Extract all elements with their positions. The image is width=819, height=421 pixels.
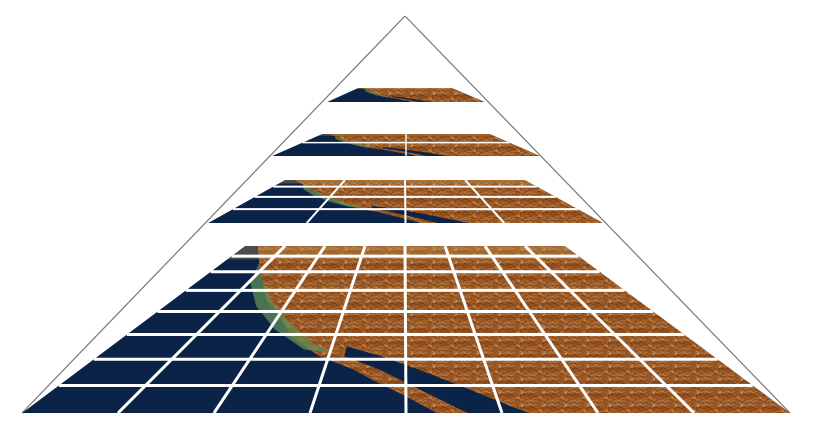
- pyramid-level-2: [208, 180, 603, 223]
- pyramid-level-0: [327, 88, 485, 102]
- coastal-valley: [364, 89, 390, 97]
- land-area: [294, 180, 603, 223]
- frustum-right-line: [404, 15, 791, 414]
- gulf-water: [382, 147, 449, 156]
- land-area: [361, 88, 485, 102]
- frustum-left-line: [21, 15, 406, 414]
- pyramid-level-1: [272, 134, 540, 156]
- pyramid-level-3: [22, 246, 790, 413]
- land-area: [328, 134, 540, 156]
- gulf-water: [344, 346, 529, 413]
- far-edge-shading: [355, 88, 455, 90]
- frustum-lines: [21, 15, 791, 414]
- gulf-water: [392, 96, 432, 102]
- pyramid-levels: [22, 88, 790, 413]
